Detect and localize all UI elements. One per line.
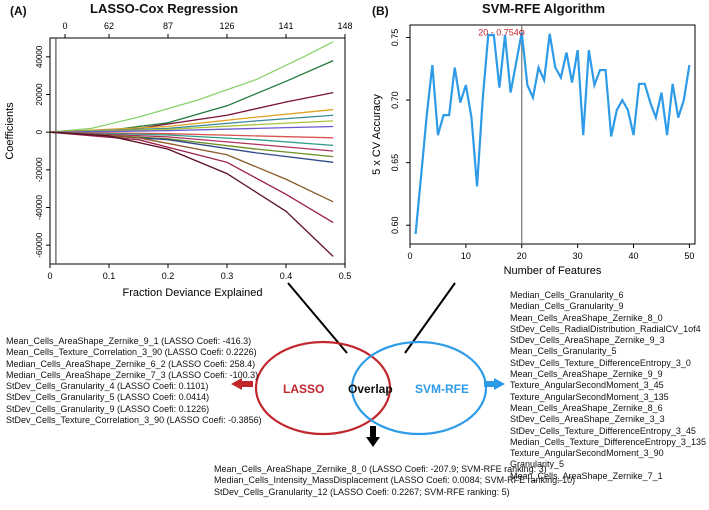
overlap-feature-list: Mean_Cells_AreaShape_Zernike_8_0 (LASSO … bbox=[214, 464, 575, 498]
svm-feature-item: Granularity_5 bbox=[510, 459, 565, 470]
svm-feature-item: Mean_Cells_Granularity_5 bbox=[510, 346, 617, 357]
coefficient-path bbox=[49, 120, 334, 133]
svm-chart: 0 10 20 30 40 50 0.60 0.65 0.70 0.75 Number of Fea… bbox=[371, 24, 696, 277]
overlap-feature-item: Median_Cells_Intensity_MassDisplacement … bbox=[214, 475, 576, 486]
x-tick-label: 40 bbox=[629, 251, 639, 261]
best-point-annotation: 20 - 0.754 bbox=[478, 28, 519, 38]
coefficient-path bbox=[49, 60, 334, 133]
y-tick-label: 40000 bbox=[35, 45, 44, 68]
y-tick-label: -20000 bbox=[35, 157, 44, 182]
top-tick-label: 87 bbox=[163, 21, 173, 31]
lasso-feature-list: Mean_Cells_AreaShape_Zernike_9_1 (LASSO … bbox=[6, 336, 262, 426]
x-tick-label: 20 bbox=[517, 251, 527, 261]
svm-feature-item: Texture_AngularSecondMoment_3_90 bbox=[510, 448, 664, 459]
venn-diagram: LASSO Overlap SVM-RFE bbox=[231, 282, 505, 447]
x-axis-label: Number of Features bbox=[504, 265, 602, 277]
best-point-marker bbox=[519, 29, 525, 36]
x-tick-label: 10 bbox=[461, 251, 471, 261]
svm-feature-list: Median_Cells_Granularity_6 Median_Cells_G… bbox=[510, 290, 706, 482]
lasso-venn-label: LASSO bbox=[283, 382, 324, 396]
y-tick-label: 0.75 bbox=[390, 29, 400, 47]
y-tick-label: 0.65 bbox=[390, 154, 400, 172]
x-tick-label: 30 bbox=[573, 251, 583, 261]
x-tick-label: 0.5 bbox=[339, 271, 352, 281]
lasso-chart: 0 0.1 0.2 0.3 0.4 0.5 0 62 87 126 141 148 -60000 -400… bbox=[4, 21, 353, 299]
y-tick-label: 0 bbox=[35, 129, 44, 134]
y-tick-label: 0.70 bbox=[390, 91, 400, 109]
overlap-venn-label: Overlap bbox=[348, 382, 393, 396]
y-tick-label: 0.60 bbox=[390, 216, 400, 234]
y-tick-label: 20000 bbox=[35, 83, 44, 106]
lasso-feature-item: Mean_Cells_Texture_Correlation_3_90 (LAS… bbox=[6, 347, 257, 358]
coefficient-path bbox=[49, 131, 334, 152]
svm-circle bbox=[350, 340, 488, 436]
down-arrow-icon bbox=[366, 426, 380, 447]
top-tick-label: 148 bbox=[337, 21, 352, 31]
x-tick-label: 0.4 bbox=[280, 271, 293, 281]
coefficient-path bbox=[49, 131, 334, 224]
svm-feature-item: Mean_Cells_AreaShape_Zernike_8_0 bbox=[510, 312, 663, 323]
lasso-feature-item: StDev_Cells_Granularity_5 (LASSO Coefi: … bbox=[6, 392, 210, 403]
connector-left bbox=[287, 282, 348, 354]
x-tick-label: 0.1 bbox=[103, 271, 116, 281]
overlap-feature-item: Mean_Cells_AreaShape_Zernike_8_0 (LASSO … bbox=[214, 464, 547, 474]
y-axis-label: Coefficients bbox=[4, 102, 16, 160]
top-tick-label: 62 bbox=[104, 21, 114, 31]
svm-feature-item: Median_Cells_Granularity_6 bbox=[510, 290, 624, 300]
x-tick-label: 0 bbox=[407, 251, 412, 261]
lasso-feature-item: StDev_Cells_Texture_Correlation_3_90 (LA… bbox=[6, 415, 262, 426]
lasso-feature-item: Mean_Cells_AreaShape_Zernike_9_1 (LASSO … bbox=[6, 336, 252, 346]
svm-feature-item: Median_Cells_Texture_DifferenceEntropy_3… bbox=[510, 436, 706, 447]
left-arrow-icon bbox=[231, 378, 253, 390]
panel-a-label: (A) bbox=[10, 4, 27, 18]
lasso-feature-item: StDev_Cells_Granularity_9 (LASSO Coefi: … bbox=[6, 403, 210, 414]
svm-feature-item: StDev_Cells_AreaShape_Zernike_3_3 bbox=[510, 414, 665, 425]
svm-venn-label: SVM-RFE bbox=[415, 382, 469, 396]
svm-feature-item: StDev_Cells_Texture_DifferenceEntropy_3_… bbox=[510, 357, 691, 368]
x-tick-label: 0.3 bbox=[221, 271, 234, 281]
x-tick-label: 50 bbox=[684, 251, 694, 261]
panel-b-label: (B) bbox=[372, 4, 389, 18]
lasso-feature-item: Median_Cells_AreaShape_Zernike_7_3 (LASS… bbox=[6, 369, 259, 380]
overlap-feature-item: StDev_Cells_Granularity_12 (LASSO Coefi:… bbox=[214, 486, 510, 497]
plot-frame bbox=[409, 24, 696, 245]
svm-feature-item: Texture_AngularSecondMoment_3_135 bbox=[510, 391, 669, 402]
coefficient-path bbox=[49, 131, 334, 146]
plot-frame bbox=[49, 37, 346, 265]
x-tick-label: 0.2 bbox=[162, 271, 175, 281]
x-tick-label: 0 bbox=[47, 271, 52, 281]
lasso-feature-item: StDev_Cells_Granularity_4 (LASSO Coefi: … bbox=[6, 381, 209, 392]
svm-feature-item: StDev_Cells_AreaShape_Zernike_9_3 bbox=[510, 335, 665, 346]
coefficient-path bbox=[49, 41, 334, 133]
svm-feature-item: Median_Cells_Granularity_9 bbox=[510, 301, 624, 312]
svm-feature-item: StDev_Cells_Texture_DifferenceEntropy_3_… bbox=[510, 425, 696, 436]
coefficient-path bbox=[49, 125, 334, 133]
accuracy-line bbox=[414, 32, 691, 235]
right-arrow-icon bbox=[484, 378, 505, 390]
svm-feature-item: Mean_Cells_AreaShape_Zernike_8_6 bbox=[510, 402, 663, 413]
coefficient-path bbox=[49, 131, 334, 257]
svm-feature-item: Mean_Cells_AreaShape_Zernike_7_1 bbox=[510, 470, 663, 481]
y-axis-label: 5 x CV Accuracy bbox=[371, 94, 383, 175]
x-axis-label: Fraction Deviance Explained bbox=[122, 287, 262, 299]
lasso-feature-item: Median_Cells_AreaShape_Zernike_6_2 (LASS… bbox=[6, 358, 256, 369]
top-tick-label: 141 bbox=[278, 21, 293, 31]
panel-b-title: SVM-RFE Algorithm bbox=[482, 1, 606, 16]
y-tick-label: -60000 bbox=[35, 232, 44, 257]
coefficient-path bbox=[49, 108, 334, 133]
coefficient-path bbox=[49, 131, 334, 139]
top-tick-label: 126 bbox=[219, 21, 234, 31]
panel-a-title: LASSO-Cox Regression bbox=[90, 1, 239, 16]
lasso-circle bbox=[254, 340, 392, 436]
y-tick-label: -40000 bbox=[35, 195, 44, 220]
svm-feature-item: Mean_Cells_AreaShape_Zernike_9_9 bbox=[510, 369, 663, 380]
svm-feature-item: StDev_Cells_RadialDistribution_RadialCV_… bbox=[510, 323, 701, 334]
svm-feature-item: Texture_AngularSecondMoment_3_45 bbox=[510, 380, 664, 391]
top-tick-label: 0 bbox=[62, 21, 67, 31]
